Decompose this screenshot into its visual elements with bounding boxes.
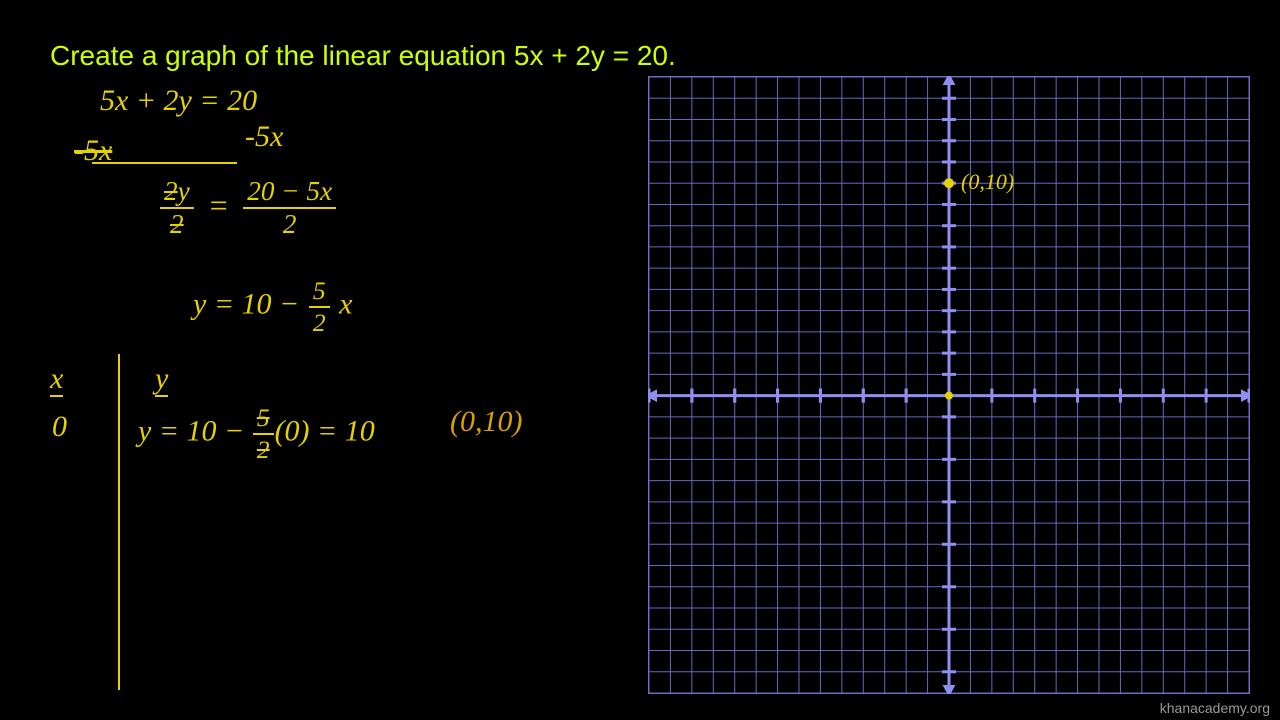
- watermark: khanacademy.org: [1160, 700, 1270, 716]
- coordinate-graph: x(0,10): [648, 76, 1250, 694]
- table-header-x: x: [50, 362, 63, 397]
- equation-line-1: 5x + 2y = 20: [100, 84, 257, 118]
- equation-line-2: 2y 2 = 20 − 5x 2: [160, 178, 336, 238]
- problem-title: Create a graph of the linear equation 5x…: [50, 40, 676, 72]
- table-divider: [118, 354, 120, 690]
- table-header-y: y: [155, 362, 168, 397]
- table-work-row-1: y = 10 − 5 2 (0) = 10: [138, 405, 375, 462]
- work-underline: [92, 162, 237, 164]
- svg-text:(0,10): (0,10): [961, 169, 1014, 194]
- equation-line-3: y = 10 − 5 2 x: [193, 278, 352, 335]
- subtract-5x-right: -5x: [245, 120, 283, 154]
- table-x-0: 0: [52, 410, 67, 444]
- table-point-1: (0,10): [450, 405, 522, 439]
